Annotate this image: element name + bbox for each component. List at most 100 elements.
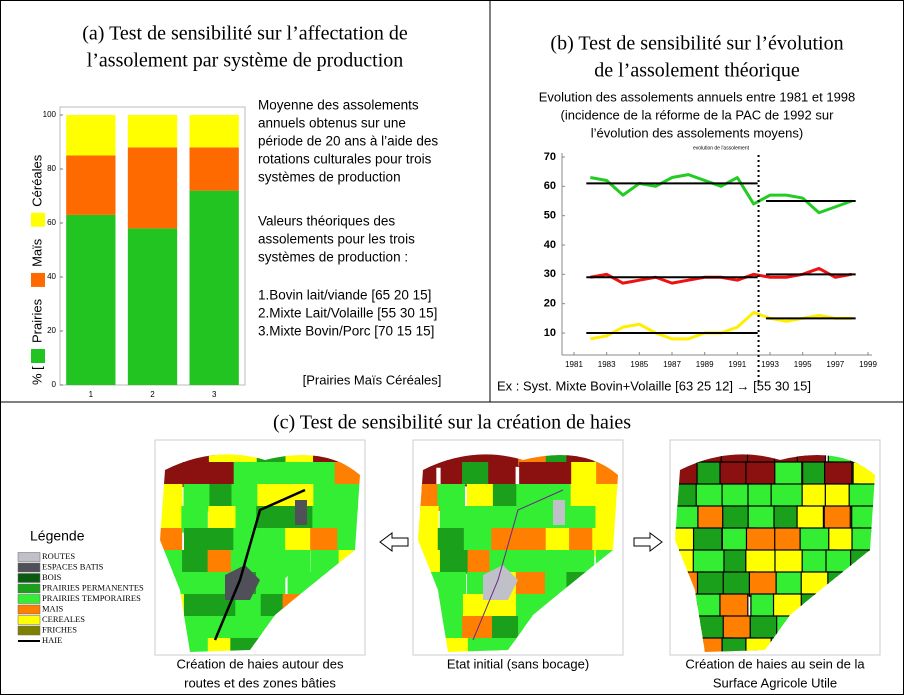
subtitle: (incidence de la réforme de la PAC de 19… bbox=[561, 107, 835, 122]
panel-title: de l’assolement théorique bbox=[594, 60, 800, 82]
bar-segment bbox=[66, 214, 116, 385]
parcel bbox=[515, 528, 548, 555]
parcel bbox=[182, 454, 215, 466]
legend-swatch bbox=[17, 615, 41, 625]
order-note: [Prairies Maïs Céréales] bbox=[303, 372, 442, 387]
legend-label: Céréales bbox=[29, 154, 44, 207]
parcel bbox=[205, 528, 237, 551]
y-tick-label: 10 bbox=[544, 327, 556, 339]
bar-segment bbox=[189, 115, 239, 148]
parcel bbox=[231, 484, 259, 507]
parcel bbox=[878, 484, 904, 507]
bar-segment bbox=[189, 190, 239, 385]
x-tick-label: 1989 bbox=[696, 360, 714, 369]
parcel bbox=[775, 571, 805, 597]
bar-segment bbox=[189, 147, 239, 191]
subtitle: Evolution des assolements annuels entre … bbox=[539, 89, 856, 104]
parcel bbox=[464, 454, 493, 463]
parcel bbox=[208, 506, 239, 529]
parcel bbox=[622, 572, 654, 594]
arrow bbox=[379, 532, 409, 552]
y-tick-label: 70 bbox=[544, 151, 556, 163]
parcel bbox=[595, 506, 618, 533]
y-tick-label: 0 bbox=[52, 380, 57, 389]
parcel bbox=[313, 484, 341, 509]
bar-segment bbox=[127, 228, 178, 385]
parcel bbox=[878, 638, 904, 662]
y-tick-label: 100 bbox=[43, 110, 57, 119]
description: systèmes de production : bbox=[258, 250, 408, 265]
parcel bbox=[622, 550, 655, 578]
legend-swatch bbox=[31, 212, 45, 227]
map-caption: Création de haies au sein de la bbox=[685, 656, 865, 671]
x-tick-label: 1993 bbox=[761, 360, 779, 369]
map-caption: routes et des zones bâties bbox=[184, 675, 336, 690]
legend-title: Légende bbox=[30, 528, 85, 544]
parcel bbox=[182, 550, 216, 573]
parcel bbox=[745, 527, 778, 551]
legend-label: HAIE bbox=[42, 635, 62, 645]
map-caption: Surface Agricole Utile bbox=[713, 675, 837, 690]
series-line bbox=[590, 266, 852, 285]
content: (a) Test de sensibilité sur l’affectatio… bbox=[17, 23, 904, 690]
parcel bbox=[566, 454, 599, 466]
parcel bbox=[880, 506, 904, 533]
y-tick-label: 20 bbox=[544, 298, 556, 310]
legend-label: CEREALES bbox=[42, 614, 85, 624]
legend-label: PRAIRIES TEMPORAIRES bbox=[42, 593, 141, 603]
parcel bbox=[876, 528, 904, 554]
x-tick-label: 1981 bbox=[565, 360, 583, 369]
x-tick-label: 1997 bbox=[826, 360, 844, 369]
parcel bbox=[439, 572, 467, 596]
parcel bbox=[310, 528, 343, 551]
parcel bbox=[363, 572, 394, 598]
parcel bbox=[209, 616, 236, 639]
parcel bbox=[363, 594, 392, 617]
parcel bbox=[881, 572, 904, 598]
y-tick-label: 40 bbox=[544, 239, 556, 251]
legend-label: Maïs bbox=[29, 238, 44, 267]
parcel bbox=[848, 483, 875, 508]
bar-segment bbox=[127, 115, 178, 148]
panel-title: (b) Test de sensibilité sur l’évolution bbox=[550, 33, 843, 55]
bar-segment bbox=[66, 115, 116, 156]
system-value: 1.Bovin lait/viande [65 20 15] bbox=[258, 288, 431, 303]
parcel bbox=[313, 454, 342, 463]
chart-title: evolution de l'assolement bbox=[693, 145, 750, 151]
parcel bbox=[518, 454, 548, 466]
parcel bbox=[439, 616, 470, 639]
parcel bbox=[824, 461, 853, 488]
parcel bbox=[257, 528, 287, 551]
y-tick-label: 30 bbox=[544, 268, 556, 280]
parcel bbox=[436, 454, 466, 466]
legend-swatch bbox=[31, 349, 45, 363]
x-tick-label: 1987 bbox=[663, 360, 681, 369]
y-tick-label: 60 bbox=[47, 218, 56, 227]
y-axis-legend: % [Prairies Maïs Céréales bbox=[29, 154, 45, 385]
parcel bbox=[595, 484, 618, 510]
parcel bbox=[336, 506, 360, 532]
legend-swatch bbox=[17, 604, 41, 615]
parcel bbox=[748, 571, 778, 597]
series-line bbox=[590, 173, 853, 215]
map-caption: Etat initial (sans bocage) bbox=[447, 656, 589, 671]
description: Valeurs théoriques des bbox=[258, 214, 395, 229]
parcel bbox=[437, 484, 465, 507]
parcel bbox=[365, 484, 393, 512]
parcel bbox=[619, 462, 652, 488]
subtitle: l’évolution des assolements moyens) bbox=[591, 125, 803, 140]
series-line bbox=[590, 310, 852, 341]
parcel bbox=[283, 484, 317, 508]
parcel bbox=[881, 550, 904, 577]
description: période de 20 ans à l’aide des bbox=[258, 134, 438, 149]
parcel bbox=[722, 505, 750, 531]
legend-label: FRICHES bbox=[42, 624, 77, 634]
system-value: 3.Mixte Bovin/Porc [70 15 15] bbox=[258, 324, 434, 339]
parcel bbox=[620, 440, 649, 463]
parcel bbox=[570, 484, 600, 508]
road bbox=[472, 489, 564, 641]
parcel bbox=[719, 461, 750, 487]
bar-segment bbox=[127, 147, 178, 229]
description: rotations culturales pour trois bbox=[258, 152, 432, 167]
parcel bbox=[310, 462, 339, 487]
